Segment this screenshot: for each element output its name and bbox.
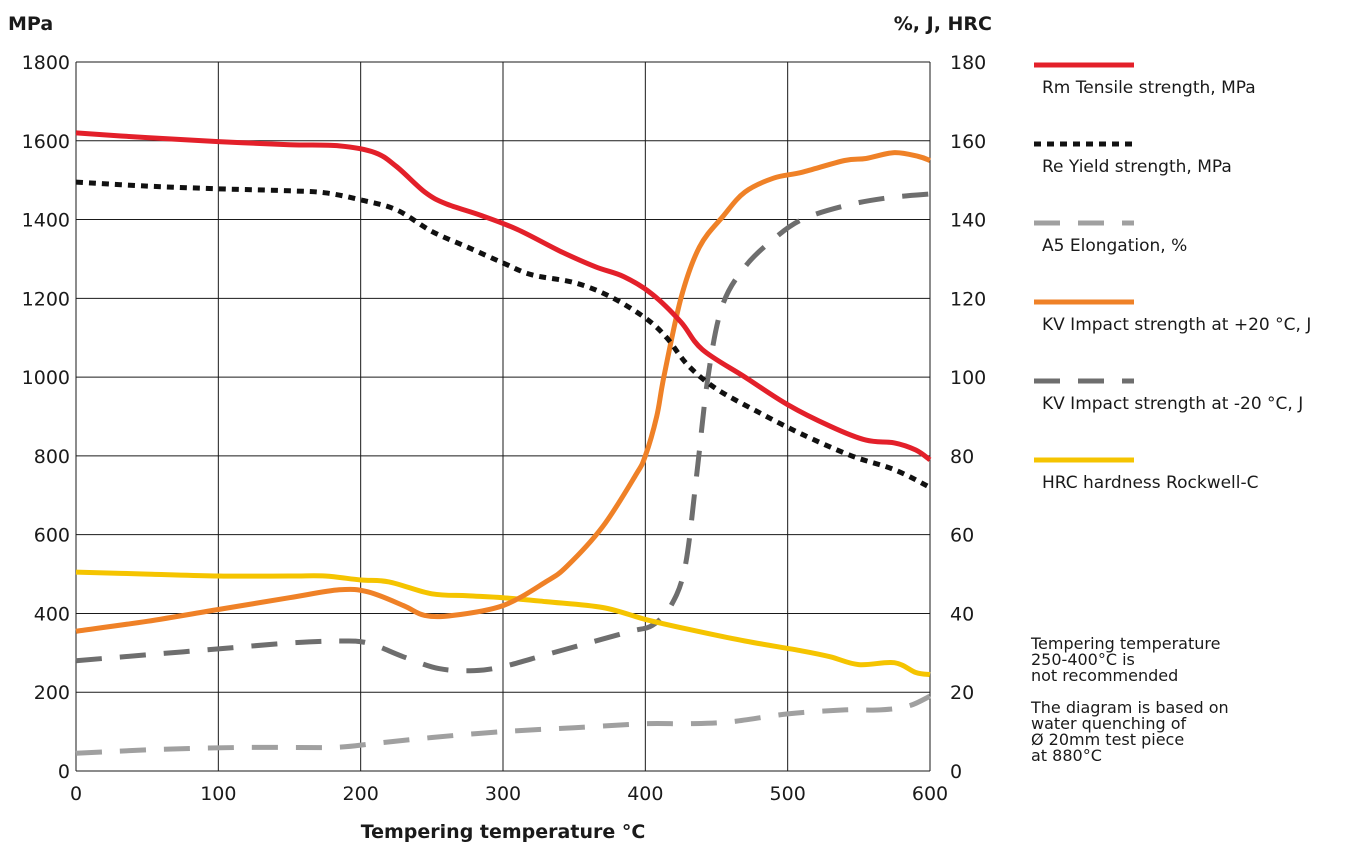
- y-left-tick-label: 1400: [22, 210, 70, 232]
- legend-item-a5: A5 Elongation, %: [1034, 218, 1349, 297]
- x-tick-label: 600: [912, 783, 948, 805]
- series-line-re: [75, 179, 932, 490]
- y-right-tick-label: 100: [950, 367, 986, 389]
- y-right-tick-label: 120: [950, 288, 986, 310]
- y-right-tick-label: 160: [950, 131, 986, 153]
- y-right-tick-label: 180: [950, 52, 986, 74]
- x-tick-label: 200: [343, 783, 379, 805]
- legend-label-kv20: KV Impact strength at +20 °C, J: [1042, 315, 1312, 335]
- note-tempering-line-1: Tempering temperature: [1031, 634, 1221, 653]
- y-right-tick-label: 40: [950, 603, 974, 625]
- series-line-kv20: [75, 150, 931, 634]
- x-axis-title: Tempering temperature °C: [361, 821, 646, 843]
- y-left-tick-label: 1800: [22, 52, 70, 74]
- series-line-a5: [75, 693, 932, 756]
- note-tempering-line-3: not recommended: [1031, 666, 1179, 685]
- y-right-tick-label: 140: [950, 210, 986, 232]
- legend-item-kv20: KV Impact strength at +20 °C, J: [1034, 297, 1349, 376]
- legend-label-rm: Rm Tensile strength, MPa: [1042, 78, 1256, 98]
- y-left-tick-label: 1200: [22, 288, 70, 310]
- y-right-tick-label: 0: [950, 761, 962, 783]
- y-right-tick-label: 20: [950, 682, 974, 704]
- y-right-tick-label: 80: [950, 446, 974, 468]
- y-left-tick-label: 400: [34, 603, 70, 625]
- legend-swatch-rm: [1034, 62, 1134, 68]
- legend-label-re: Re Yield strength, MPa: [1042, 157, 1232, 177]
- legend-swatch-re: [1034, 141, 1134, 147]
- legend-item-kvm20: KV Impact strength at -20 °C, J: [1034, 376, 1349, 455]
- note-basis-line-1: The diagram is based on: [1031, 698, 1229, 717]
- y-right-axis-title: %, J, HRC: [894, 13, 992, 35]
- legend-item-rm: Rm Tensile strength, MPa: [1034, 60, 1349, 139]
- legend-item-re: Re Yield strength, MPa: [1034, 139, 1349, 218]
- note-tempering-line-2: 250-400°C is: [1031, 650, 1135, 669]
- legend-swatch-kvm20: [1034, 378, 1134, 384]
- x-tick-label: 400: [627, 783, 663, 805]
- y-left-tick-label: 0: [58, 761, 70, 783]
- x-tick-label: 300: [485, 783, 521, 805]
- y-left-tick-label: 200: [34, 682, 70, 704]
- series-line-rm: [75, 130, 932, 462]
- chart-notes: Tempering temperature 250-400°C is not r…: [1031, 636, 1341, 764]
- legend-label-kvm20: KV Impact strength at -20 °C, J: [1042, 394, 1304, 414]
- note-basis-line-4: at 880°C: [1031, 746, 1102, 765]
- legend-swatch-hrc: [1034, 457, 1134, 463]
- legend-swatch-kv20: [1034, 299, 1134, 305]
- line-chart: 0 100 200 300 400 500 600020040060080010001200…: [8, 13, 992, 843]
- legend: Rm Tensile strength, MPa Re Yield streng…: [1034, 60, 1349, 534]
- y-left-tick-label: 1000: [22, 367, 70, 389]
- y-right-tick-label: 60: [950, 525, 974, 547]
- note-basis-line-3: Ø 20mm test piece: [1031, 730, 1185, 749]
- legend-swatch-a5: [1034, 220, 1134, 226]
- note-basis-line-2: water quenching of: [1031, 714, 1187, 733]
- y-left-axis-title: MPa: [8, 13, 53, 35]
- x-tick-label: 100: [200, 783, 236, 805]
- x-tick-label: 0: [70, 783, 82, 805]
- y-left-tick-label: 600: [34, 525, 70, 547]
- legend-label-a5: A5 Elongation, %: [1042, 236, 1188, 256]
- y-left-tick-label: 1600: [22, 131, 70, 153]
- legend-item-hrc: HRC hardness Rockwell-C: [1034, 455, 1349, 534]
- legend-label-hrc: HRC hardness Rockwell-C: [1042, 473, 1259, 493]
- series-line-hrc: [75, 569, 931, 677]
- x-tick-label: 500: [770, 783, 806, 805]
- y-left-tick-label: 800: [34, 446, 70, 468]
